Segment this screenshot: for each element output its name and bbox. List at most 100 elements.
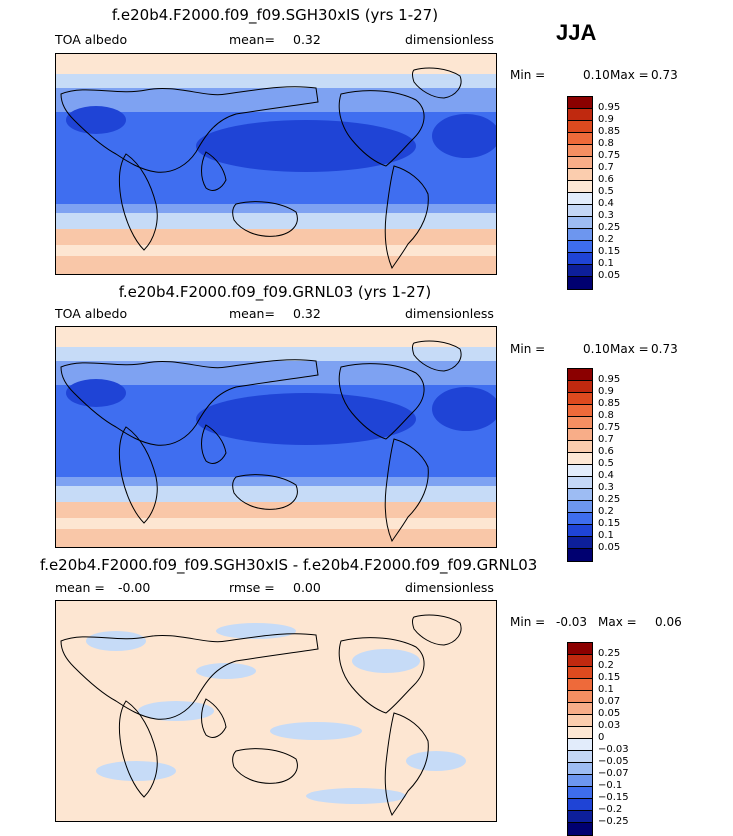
colorbar-label: 0.2	[598, 660, 614, 671]
panel3-rmse-value: 0.00	[293, 580, 321, 595]
colorbar-swatch	[568, 643, 592, 655]
colorbar-swatch	[568, 157, 592, 169]
colorbar-swatch	[568, 715, 592, 727]
coastline	[232, 474, 298, 510]
colorbar-label: 0.7	[598, 162, 614, 173]
colorbar-swatch	[568, 393, 592, 405]
colorbar-label: 0.3	[598, 210, 614, 221]
colorbar-label: 0.85	[598, 126, 621, 137]
colorbar-swatch	[568, 169, 592, 181]
coastline	[412, 340, 462, 372]
colorbar-label: 0.95	[598, 374, 621, 385]
coastline	[60, 633, 319, 720]
colorbar-swatch	[568, 751, 592, 763]
panel1-max-value: 0.73	[651, 68, 678, 82]
coastline	[118, 153, 158, 251]
coastline	[384, 712, 429, 817]
colorbar-swatch	[568, 501, 592, 513]
coastline	[384, 165, 429, 270]
coastline	[60, 86, 319, 173]
panel2-mean-value: 0.32	[293, 306, 321, 321]
colorbar-label: 0.2	[598, 234, 614, 245]
map-svg	[56, 601, 496, 821]
colorbar-label: 0.15	[598, 246, 621, 257]
panel1-map	[55, 53, 497, 275]
colorbar-swatch	[568, 525, 592, 537]
panel1-max-label: Max =	[610, 68, 649, 82]
panel3-mean-value: -0.00	[118, 580, 151, 595]
colorbar-swatch	[568, 823, 592, 835]
panel3-units: dimensionless	[405, 580, 494, 595]
panel1-title: f.e20b4.F2000.f09_f09.SGH30xIS (yrs 1-27…	[111, 6, 439, 24]
coastline	[201, 151, 227, 191]
colorbar-swatch	[568, 381, 592, 393]
panel3-min-value: -0.03	[556, 615, 588, 629]
colorbar-swatch	[568, 241, 592, 253]
panel2-max-label: Max =	[610, 342, 649, 356]
panel2-max-value: 0.73	[651, 342, 678, 356]
difference-patch	[306, 788, 406, 804]
colorbar-swatch	[568, 679, 592, 691]
colorbar-swatch	[568, 133, 592, 145]
coastline	[118, 700, 158, 798]
colorbar-label: 0.6	[598, 174, 614, 185]
panel3-rmse-label: rmse =	[229, 580, 275, 595]
colorbar-label: 0.5	[598, 186, 614, 197]
colorbar-label: 0.8	[598, 410, 614, 421]
panel2-title: f.e20b4.F2000.f09_f09.GRNL03 (yrs 1-27)	[118, 283, 432, 301]
colorbar-swatch	[568, 465, 592, 477]
coastline	[201, 698, 227, 738]
colorbar-label: 0.7	[598, 434, 614, 445]
panel2-colorbar	[567, 368, 593, 562]
difference-patch	[406, 751, 466, 771]
coastline	[60, 359, 319, 446]
subtropical-pacific-low	[196, 393, 416, 445]
colorbar-label: 0.95	[598, 102, 621, 113]
panel1-min-value: 0.10	[583, 68, 610, 82]
panel2-min-value: 0.10	[583, 342, 610, 356]
panel2-colorbar-labels: 0.95 0.9 0.85 0.8 0.75 0.7 0.6 0.5 0.4 0.3 0.25 0.2…	[598, 374, 620, 554]
colorbar-label: 0.05	[598, 708, 621, 719]
colorbar-swatch	[568, 181, 592, 193]
colorbar-swatch	[568, 405, 592, 417]
colorbar-label: 0.4	[598, 198, 614, 209]
colorbar-label: 0.25	[598, 648, 621, 659]
panel1-min-label: Min =	[510, 68, 546, 82]
difference-patch	[196, 663, 256, 679]
panel3-min-label: Min =	[510, 615, 546, 629]
panel2-mean-label: mean=	[229, 306, 275, 321]
colorbar-swatch	[568, 799, 592, 811]
colorbar-label: −0.07	[598, 768, 629, 779]
difference-patch	[352, 649, 420, 673]
panel2-min-label: Min =	[510, 342, 546, 356]
colorbar-swatch	[568, 477, 592, 489]
coastline	[412, 614, 462, 646]
colorbar-swatch	[568, 667, 592, 679]
colorbar-swatch	[568, 537, 592, 549]
colorbar-swatch	[568, 229, 592, 241]
subtropical-pacific-low	[196, 120, 416, 172]
colorbar-label: −0.03	[598, 744, 629, 755]
antarctic-band	[56, 256, 496, 274]
colorbar-swatch	[568, 253, 592, 265]
panel2-units: dimensionless	[405, 306, 494, 321]
colorbar-swatch	[568, 441, 592, 453]
colorbar-label: 0.1	[598, 258, 614, 269]
coastline	[338, 363, 425, 440]
coastline	[338, 90, 425, 167]
colorbar-swatch	[568, 513, 592, 525]
panel3-title: f.e20b4.F2000.f09_f09.SGH30xIS - f.e20b4…	[40, 556, 538, 574]
coastline	[201, 424, 227, 464]
colorbar-swatch	[568, 453, 592, 465]
colorbar-label: 0.2	[598, 506, 614, 517]
colorbar-label: 0.8	[598, 138, 614, 149]
panel3-colorbar	[567, 642, 593, 836]
coastline	[118, 426, 158, 524]
panel3-colorbar-labels: 0.25 0.2 0.15 0.1 0.07 0.05 0.03 0 −0.03 −0.05 −0.…	[598, 648, 629, 828]
colorbar-label: 0.85	[598, 398, 621, 409]
colorbar-swatch	[568, 775, 592, 787]
map-svg	[56, 327, 496, 547]
panel3-max-label: Max =	[598, 615, 637, 629]
colorbar-swatch	[568, 417, 592, 429]
difference-patch	[138, 701, 214, 721]
